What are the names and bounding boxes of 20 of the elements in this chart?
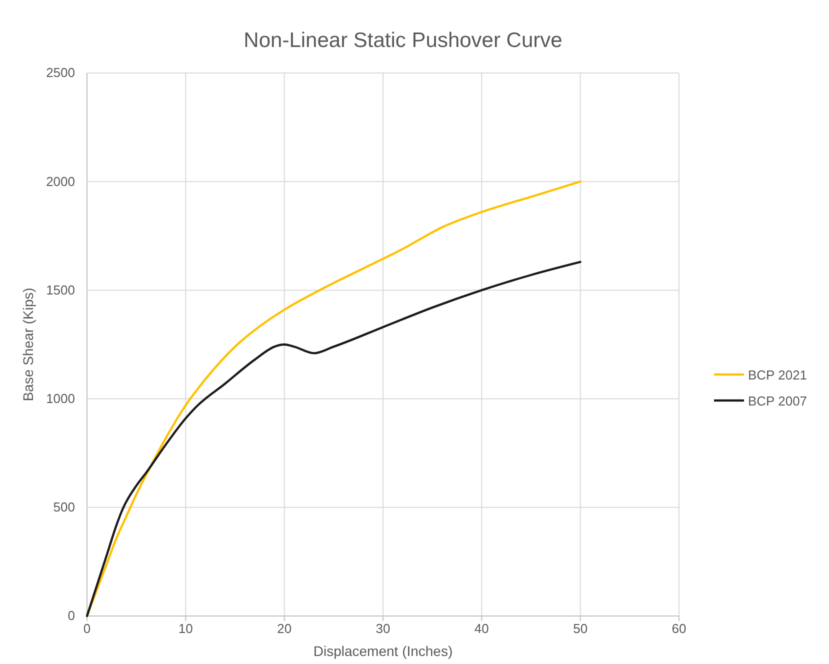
y-tick-label: 1000 xyxy=(46,390,75,406)
x-tick-label: 20 xyxy=(277,621,292,636)
x-axis-title: Displacement (Inches) xyxy=(313,643,453,659)
x-tick-label: 50 xyxy=(573,621,588,636)
y-tick-label: 2500 xyxy=(46,65,75,80)
x-tick-label: 0 xyxy=(83,621,91,636)
legend-label: BCP 2021 xyxy=(748,368,808,382)
x-tick-label: 30 xyxy=(376,621,390,636)
x-tick-label: 40 xyxy=(474,621,489,636)
y-tick-label: 2000 xyxy=(46,174,75,189)
y-tick-label: 1500 xyxy=(46,282,75,298)
x-tick-label: 60 xyxy=(672,621,686,636)
x-tick-label: 10 xyxy=(178,621,193,636)
line-series xyxy=(86,260,582,618)
y-axis-title: Base Shear (Kips) xyxy=(20,288,36,402)
legend-label: BCP 2007 xyxy=(748,394,808,408)
line-series xyxy=(86,180,582,618)
chart-title: Non-Linear Static Pushover Curve xyxy=(244,29,562,52)
y-tick-label: 500 xyxy=(53,500,75,515)
y-tick-label: 0 xyxy=(68,608,75,624)
